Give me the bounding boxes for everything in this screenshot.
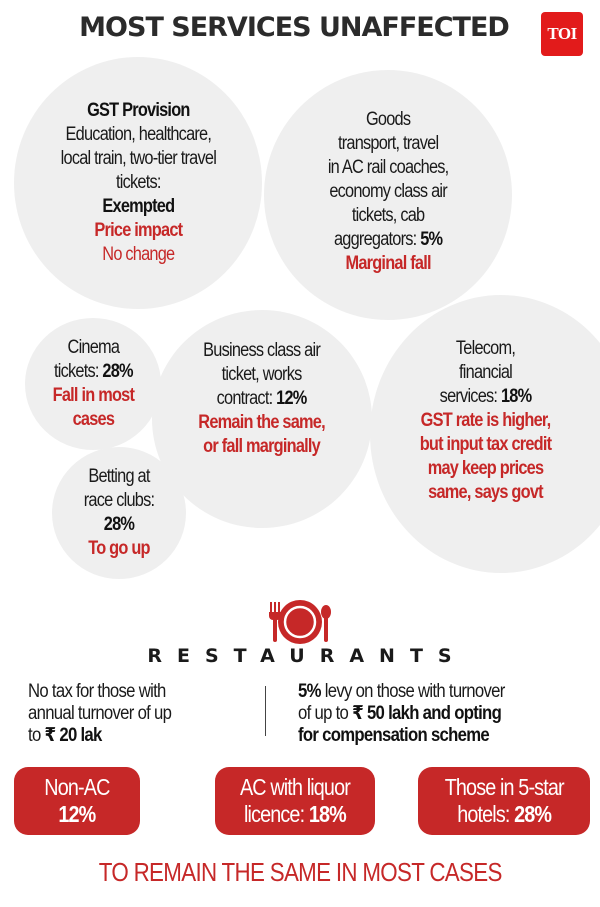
divider xyxy=(265,686,266,736)
circle-betting-race-clubs: Betting at race clubs: 28% To go up xyxy=(52,447,186,579)
page-title: MOST SERVICES UNAFFECTED xyxy=(79,12,510,43)
circle-goods-transport: Goods transport, travel in AC rail coach… xyxy=(264,70,512,320)
rate-value: 18% xyxy=(308,801,347,827)
rate-value: 28% xyxy=(102,361,133,382)
pill-ac-liquor: AC with liquor licence: 18% xyxy=(215,767,375,835)
toi-logo: TOI xyxy=(541,12,583,56)
rate-value: Exempted xyxy=(102,196,175,217)
rate-value: 12% xyxy=(276,388,308,409)
impact-value: To go up xyxy=(88,538,150,559)
restaurants-heading: RESTAURANTS xyxy=(147,645,467,667)
rate-value: 28% xyxy=(103,514,135,535)
rate-value: 12% xyxy=(58,801,96,827)
levy-note: 5% levy on those with turnover of up to … xyxy=(298,681,505,746)
no-tax-note: No tax for those with annual turnover of… xyxy=(28,681,172,746)
fork-plate-spoon-icon xyxy=(269,600,331,644)
circle-heading: GST Provision xyxy=(86,100,190,121)
rate-value: 28% xyxy=(513,801,552,827)
pill-5-star-hotels: Those in 5-star hotels: 28% xyxy=(418,767,590,835)
pill-non-ac: Non-AC 12% xyxy=(14,767,140,835)
circle-business-class: Business class air ticket, works contrac… xyxy=(152,310,372,528)
circle-cinema-tickets: Cinema tickets: 28% Fall in most cases xyxy=(25,318,161,450)
circle-gst-provision: GST Provision Education, healthcare, loc… xyxy=(14,57,262,309)
rate-value: 5% xyxy=(420,229,443,250)
impact-value: Marginal fall xyxy=(345,253,431,274)
footer-note: TO REMAIN THE SAME IN MOST CASES xyxy=(98,857,503,887)
rate-value: 18% xyxy=(501,386,532,407)
impact-label: Price impact xyxy=(94,220,183,241)
circle-telecom-financial: Telecom, financial services: 18% GST rat… xyxy=(370,295,600,573)
impact-value: No change xyxy=(101,244,175,265)
